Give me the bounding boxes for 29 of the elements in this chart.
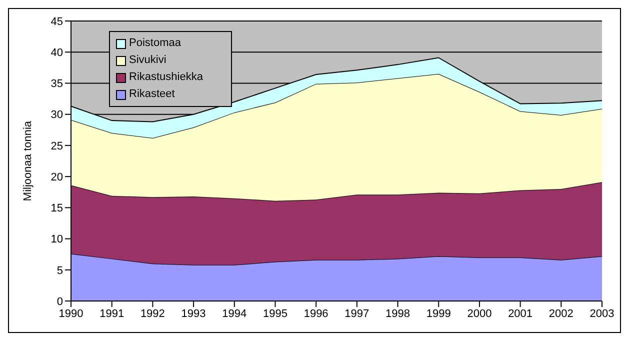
legend-label: Poistomaa	[128, 36, 182, 51]
legend-label: Sivukivi	[128, 53, 168, 68]
y-axis-title: Miljoonaa tonnia	[22, 120, 34, 202]
x-tick-label: 2001	[508, 308, 533, 320]
x-tick-label: 1990	[58, 308, 84, 320]
y-tick-label: 30	[50, 109, 63, 122]
y-tick-label: 35	[50, 78, 63, 90]
x-tick-label: 1997	[344, 308, 370, 320]
y-tick-label: 40	[50, 47, 63, 60]
x-tick-label: 1992	[140, 308, 165, 320]
x-tick-label: 1993	[181, 308, 206, 320]
x-tick-label: 1996	[304, 308, 328, 320]
y-tick-label: 20	[50, 171, 63, 184]
x-tick-label: 1998	[386, 308, 410, 320]
y-tick-label: 10	[50, 234, 63, 246]
y-tick-label: 0	[56, 296, 63, 308]
y-tick-label: 45	[50, 16, 63, 28]
y-tick-label: 15	[50, 202, 63, 215]
x-tick-label: 1994	[222, 308, 247, 320]
legend-label: Rikastushiekka	[128, 70, 203, 85]
x-tick-label: 1999	[426, 308, 451, 320]
x-tick-label: 1991	[100, 308, 124, 320]
legend-label: Rikasteet	[128, 87, 176, 102]
y-tick-label: 5	[56, 264, 63, 277]
y-tick-label: 25	[50, 140, 63, 152]
x-tick-label: 1995	[262, 308, 288, 320]
x-tick-label: 2002	[548, 308, 574, 320]
x-tick-label: 2000	[467, 308, 492, 320]
x-tick-label: 2003	[590, 308, 614, 320]
